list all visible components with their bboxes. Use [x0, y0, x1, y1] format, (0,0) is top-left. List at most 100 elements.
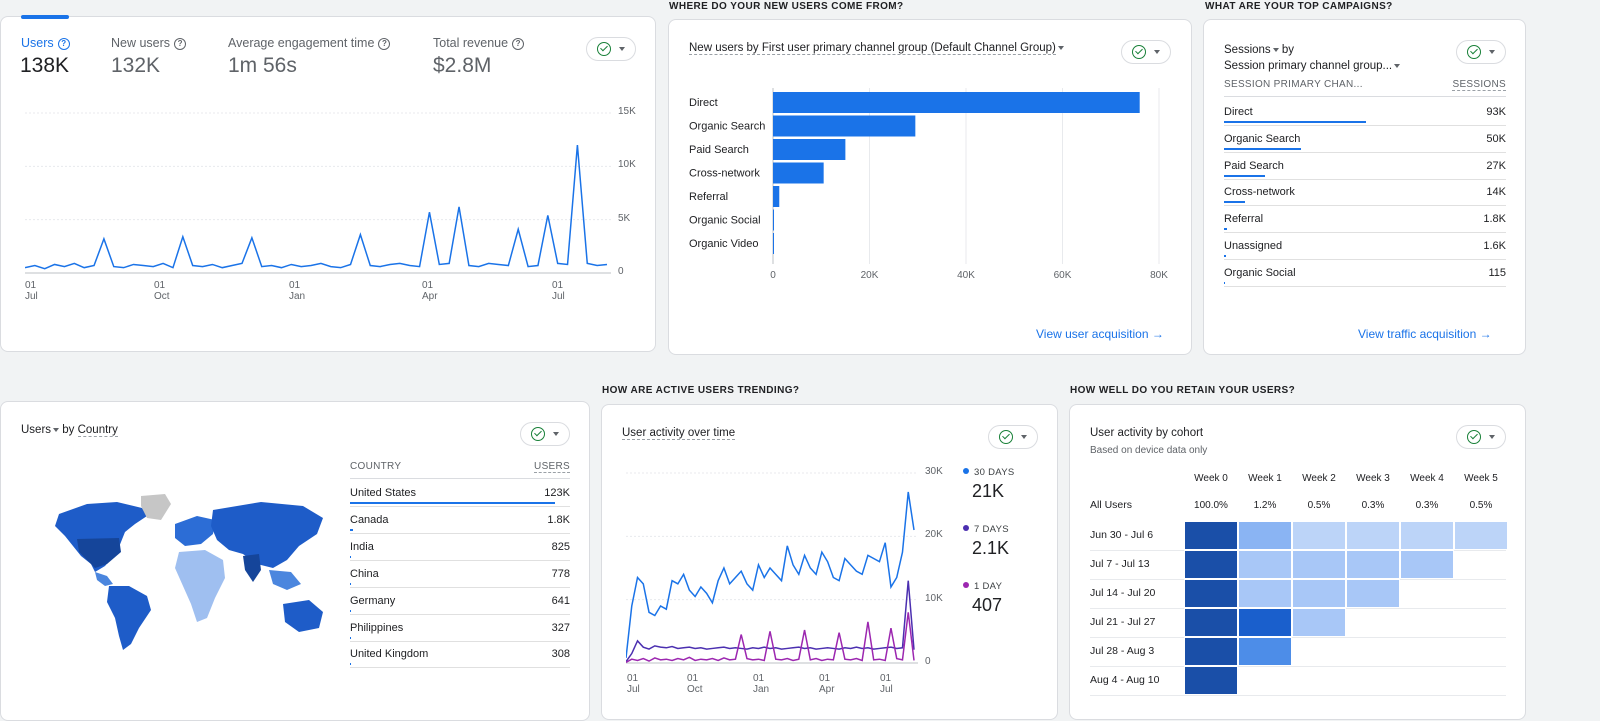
help-icon[interactable]: ?	[512, 38, 525, 50]
overview-compare-button[interactable]	[586, 37, 636, 61]
row-value: 641	[551, 594, 570, 607]
caret-down-icon	[53, 427, 60, 432]
caret-down-icon	[553, 432, 559, 436]
x-tick-label: 01 Jul	[627, 673, 640, 695]
col-users[interactable]: USERS	[534, 461, 570, 473]
cohort-cell[interactable]	[1346, 550, 1400, 579]
cohort-compare-button[interactable]	[1456, 425, 1506, 449]
bar[interactable]	[773, 115, 916, 137]
bar[interactable]	[773, 139, 846, 160]
cohort-cell[interactable]	[1400, 521, 1454, 550]
caret-down-icon	[1489, 435, 1495, 439]
x-tick-label: 20K	[861, 270, 879, 281]
view-traffic-acquisition-link[interactable]: View traffic acquisition →	[1358, 327, 1492, 341]
overview-line-chart	[25, 112, 611, 274]
table-row[interactable]: Cross-network 14K	[1224, 180, 1506, 207]
campaigns-table-header: SESSION PRIMARY CHAN... SESSIONS	[1224, 79, 1506, 97]
cohort-cell[interactable]	[1238, 521, 1292, 550]
acquisition-card-title[interactable]: New users by First user primary channel …	[689, 42, 1064, 55]
cohort-cell[interactable]	[1184, 666, 1238, 695]
view-user-acquisition-link[interactable]: View user acquisition →	[1036, 327, 1164, 341]
col-sessions[interactable]: SESSIONS	[1452, 79, 1506, 91]
metric-revenue-label[interactable]: Total revenue?	[433, 36, 525, 50]
bar[interactable]	[773, 92, 1140, 113]
cohort-cell[interactable]	[1292, 550, 1346, 579]
cohort-section-title: HOW WELL DO YOU RETAIN YOUR USERS?	[1070, 385, 1296, 396]
table-row[interactable]: Germany 641	[350, 589, 570, 615]
trend-compare-button[interactable]	[988, 425, 1038, 449]
check-circle-icon	[1467, 430, 1481, 444]
row-value: 14K	[1486, 186, 1506, 199]
cohort-cell[interactable]	[1238, 579, 1292, 608]
table-row[interactable]: India 825	[350, 535, 570, 561]
row-bar	[350, 528, 354, 531]
col-dimension[interactable]: SESSION PRIMARY CHAN...	[1224, 79, 1363, 90]
metric-users-label[interactable]: Users?	[21, 36, 70, 50]
acquisition-bar-chart: 0 20K 40K 60K 80K Direct Organic Search Paid Se…	[689, 88, 1168, 281]
cohort-cell[interactable]	[1238, 637, 1292, 666]
cohort-cell[interactable]	[1346, 579, 1400, 608]
help-icon[interactable]: ?	[174, 38, 187, 50]
acquisition-compare-button[interactable]	[1121, 40, 1171, 64]
cohort-row-label: Jun 30 - Jul 6	[1090, 529, 1154, 541]
cohort-cell[interactable]	[1184, 608, 1238, 637]
row-bar	[1224, 255, 1227, 257]
help-icon[interactable]: ?	[57, 38, 70, 50]
metric-engagement-label[interactable]: Average engagement time?	[228, 36, 391, 50]
bar[interactable]	[773, 162, 824, 184]
cohort-cell[interactable]	[1346, 521, 1400, 550]
cohort-cell[interactable]	[1292, 608, 1346, 637]
table-row[interactable]: Direct 93K	[1224, 100, 1506, 126]
table-row[interactable]: Philippines 327	[350, 616, 570, 642]
x-tick-label: 0	[770, 270, 776, 281]
y-tick-label: 5K	[618, 212, 631, 224]
cohort-cell[interactable]	[1400, 550, 1454, 579]
campaigns-compare-button[interactable]	[1456, 40, 1506, 64]
cohort-row-divider	[1090, 695, 1506, 696]
cohort-cell[interactable]	[1238, 608, 1292, 637]
row-label: India	[350, 540, 374, 553]
cohort-cell[interactable]	[1184, 521, 1238, 550]
table-row[interactable]: Canada 1.8K	[350, 508, 570, 534]
trend-section-title: HOW ARE ACTIVE USERS TRENDING?	[602, 385, 800, 396]
table-row[interactable]: China 778	[350, 562, 570, 588]
x-tick-label: 80K	[1150, 270, 1168, 281]
cohort-cell[interactable]	[1238, 550, 1292, 579]
table-row[interactable]: Paid Search 27K	[1224, 154, 1506, 180]
table-row[interactable]: Referral 1.8K	[1224, 207, 1506, 234]
bar[interactable]	[773, 233, 774, 254]
row-bar	[350, 555, 352, 558]
table-row[interactable]: Organic Search 50K	[1224, 127, 1506, 153]
cohort-cell[interactable]	[1184, 579, 1238, 608]
x-tick-month: Jul	[25, 291, 38, 302]
map-south-america	[107, 586, 151, 650]
legend-text: 30 DAYS	[974, 467, 1015, 478]
metric-new-users-label[interactable]: New users?	[111, 36, 187, 50]
x-tick-label: 01 Apr	[819, 673, 835, 695]
country-card-title[interactable]: Users by Country	[21, 424, 118, 437]
map-north-america	[55, 502, 147, 572]
col-country[interactable]: COUNTRY	[350, 461, 402, 472]
bar[interactable]	[773, 209, 774, 231]
help-icon[interactable]: ?	[378, 38, 391, 50]
world-map	[55, 494, 323, 650]
cohort-cell[interactable]	[1184, 550, 1238, 579]
country-compare-button[interactable]	[520, 422, 570, 446]
row-label: Philippines	[350, 621, 404, 634]
cohort-cell[interactable]	[1184, 637, 1238, 666]
trend-card-title[interactable]: User activity over time	[622, 427, 736, 440]
table-row[interactable]: United States 123K	[350, 481, 570, 507]
cohort-row-label: Jul 28 - Aug 3	[1090, 645, 1155, 657]
legend-value: 407	[972, 595, 1003, 615]
cohort-cell[interactable]	[1292, 579, 1346, 608]
caret-down-icon	[619, 47, 625, 51]
bar[interactable]	[773, 186, 780, 207]
campaigns-card-title[interactable]: Sessions by Session primary channel grou…	[1224, 42, 1401, 74]
x-tick-label: 01 Oct	[687, 673, 703, 695]
table-row[interactable]: Organic Social 115	[1224, 261, 1506, 287]
cohort-cell[interactable]	[1292, 521, 1346, 550]
cohort-all-users-value: 0.5%	[1307, 500, 1331, 511]
table-row[interactable]: United Kingdom 308	[350, 642, 570, 669]
table-row[interactable]: Unassigned 1.6K	[1224, 234, 1506, 260]
cohort-cell[interactable]	[1454, 521, 1508, 550]
